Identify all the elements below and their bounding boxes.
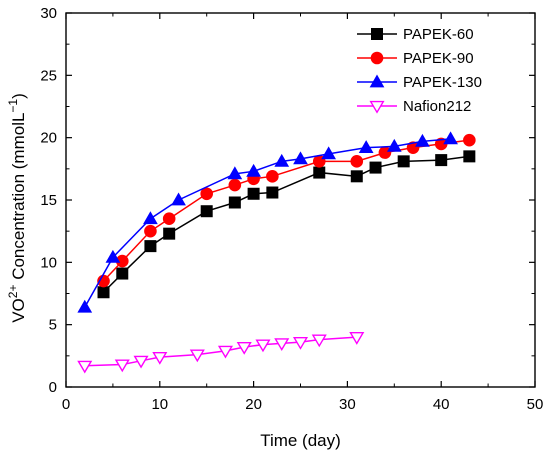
axes: 0 10 20 30 40 50 0 5 10 15 20 25 30 (40, 5, 543, 413)
data-point (350, 170, 363, 183)
data-point (274, 153, 290, 167)
data-point (443, 131, 458, 145)
series-3 (77, 332, 365, 374)
y-tick-label: 30 (40, 5, 57, 22)
series-layer (77, 131, 476, 374)
data-point (463, 133, 476, 147)
x-tick-label: 40 (433, 396, 450, 413)
y-axis-title-superscript: 2+ (6, 285, 20, 299)
data-point (114, 359, 130, 373)
series-line (102, 155, 470, 293)
plot-frame (65, 12, 536, 388)
data-point (217, 345, 233, 359)
y-axis-title-middle: Concentration (mmolL (9, 113, 28, 285)
legend-label: PAPEK-60 (403, 26, 474, 43)
legend-item: PAPEK-130 (357, 74, 482, 91)
data-point (105, 249, 121, 263)
data-point (313, 166, 326, 179)
series-2 (77, 131, 458, 313)
data-point (247, 187, 260, 200)
data-point (162, 212, 176, 225)
data-point (266, 170, 279, 183)
x-axis-title: Time (day) (260, 431, 341, 450)
data-point (369, 161, 382, 174)
data-point (171, 192, 186, 206)
series-1 (97, 133, 476, 288)
data-point (133, 355, 149, 369)
data-point (386, 138, 402, 152)
data-point (189, 349, 205, 363)
data-point (228, 178, 242, 192)
y-axis-title-suffix: ) (9, 93, 28, 99)
data-point (274, 338, 290, 352)
data-point (77, 360, 93, 374)
data-point (77, 299, 93, 313)
y-tick-label: 15 (40, 192, 57, 209)
data-point (227, 166, 243, 180)
data-point (97, 286, 110, 299)
legend-marker (369, 74, 385, 88)
data-point (246, 163, 261, 177)
data-point (144, 224, 157, 238)
x-tick-label: 20 (245, 396, 262, 413)
y-axis-title: VO2+ Concentration (mmolL−1) (6, 93, 28, 323)
legend-marker (369, 100, 385, 114)
data-point (292, 337, 309, 350)
legend-item: Nafion212 (357, 98, 471, 115)
data-point (293, 151, 308, 165)
data-point (435, 154, 448, 167)
data-point (349, 332, 365, 345)
legend-item: PAPEK-60 (357, 26, 474, 43)
data-point (406, 141, 420, 154)
y-axis-title-superscript2: −1 (6, 99, 20, 113)
data-point (350, 155, 364, 168)
data-point (144, 240, 157, 253)
y-tick-label: 25 (40, 67, 57, 84)
legend-marker (371, 28, 383, 40)
legend-label: PAPEK-130 (403, 74, 482, 91)
data-point (321, 146, 337, 160)
data-point (463, 150, 476, 163)
y-tick-label: 0 (49, 379, 57, 396)
y-axis-title-prefix: VO (9, 298, 28, 323)
data-point (200, 205, 213, 218)
legend-marker (370, 51, 384, 65)
data-point (200, 187, 213, 201)
data-point (311, 334, 327, 348)
y-tick-label: 20 (40, 130, 57, 147)
data-point (236, 341, 252, 355)
data-point (358, 140, 374, 154)
legend: PAPEK-60 PAPEK-90 PAPEK-130 Nafion212 (357, 26, 482, 115)
data-point (152, 351, 168, 365)
data-point (397, 155, 410, 168)
data-point (228, 196, 241, 209)
x-tick-label: 0 (62, 396, 70, 413)
legend-label: Nafion212 (403, 98, 471, 115)
series-0 (97, 150, 476, 299)
x-tick-label: 10 (151, 396, 168, 413)
y-tick-label: 5 (49, 317, 57, 334)
series-line (84, 138, 451, 308)
data-point (163, 227, 176, 240)
data-point (116, 267, 129, 280)
x-tick-label: 50 (527, 396, 544, 413)
legend-item: PAPEK-90 (357, 50, 474, 67)
legend-label: PAPEK-90 (403, 50, 474, 67)
x-tick-label: 30 (339, 396, 356, 413)
data-point (255, 339, 271, 353)
y-tick-label: 10 (40, 254, 57, 271)
data-point (415, 133, 430, 147)
data-point (143, 211, 158, 225)
data-point (266, 186, 279, 199)
